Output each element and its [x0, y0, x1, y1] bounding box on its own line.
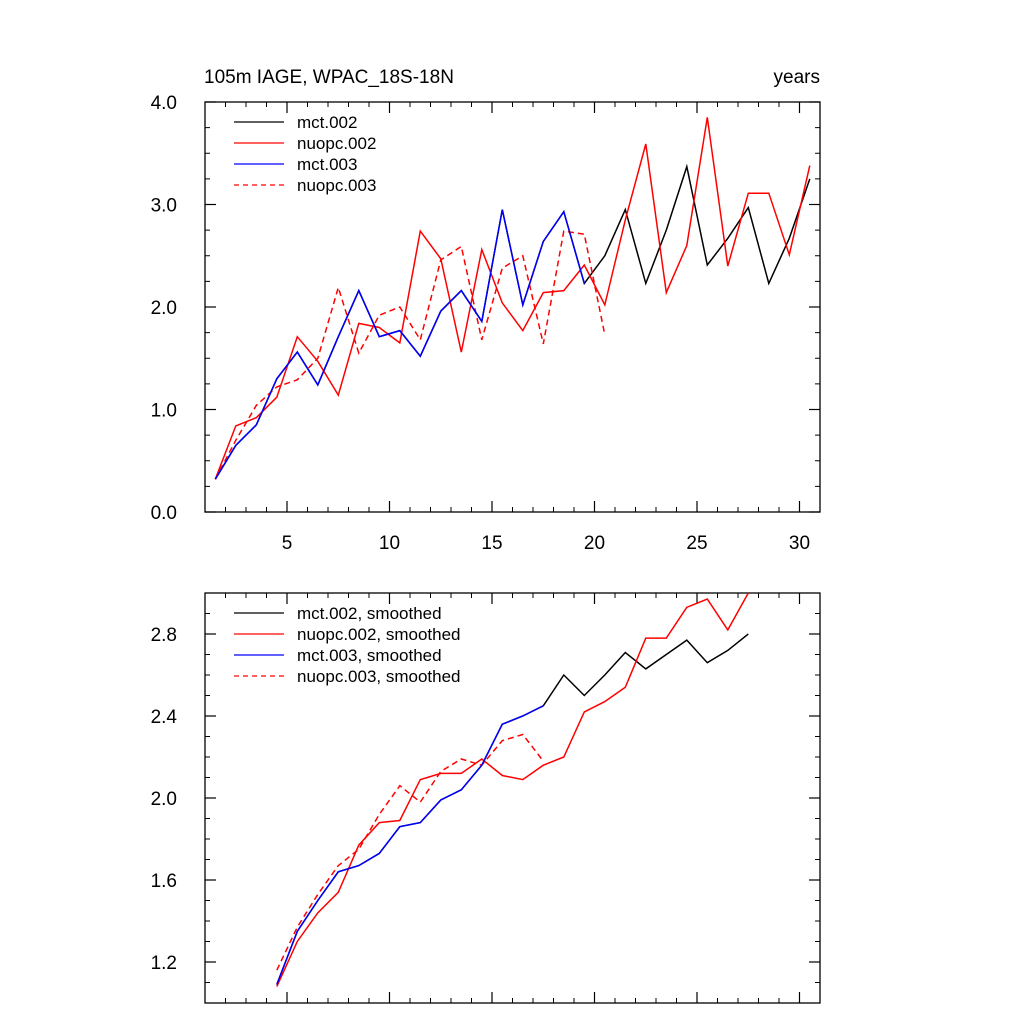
legend-label: nuopc.003 [297, 176, 376, 195]
x-tick-label: 10 [379, 533, 400, 554]
series-line-nuopc-002 [214, 117, 811, 480]
legend-entry-mct-003-smoothed: mct.003, smoothed [234, 646, 442, 665]
y-tick-label: 1.2 [151, 953, 177, 974]
legend-label: mct.003, smoothed [297, 646, 442, 665]
bottom-panel: 1.2 1.6 2.0 2.4 2.8 mct.002, smoothed nuopc.… [151, 592, 821, 1004]
top-panel: 105m IAGE, WPAC_18S-18N years 5 10 15 20 25 3… [151, 67, 821, 554]
y-tick-label: 2.0 [151, 789, 177, 810]
axis-ticks: 5 10 15 20 25 30 0.0 1.0 2.0 3.0 4.0 [151, 93, 821, 554]
legend-entry-nuopc-003: nuopc.003 [234, 176, 376, 195]
series-line-nuopc-003-smoothed [276, 733, 544, 971]
legend-entry-mct-002-smoothed: mct.002, smoothed [234, 604, 442, 623]
legend-entry-mct-003: mct.003 [234, 155, 357, 174]
legend-label: nuopc.003, smoothed [297, 667, 461, 686]
series-line-mct-002-smoothed [276, 633, 749, 985]
x-tick-label: 20 [584, 533, 605, 554]
legend-label: mct.002, smoothed [297, 604, 442, 623]
y-tick-label: 1.6 [151, 871, 177, 892]
legend-label: nuopc.002 [297, 134, 376, 153]
chart-units-label: years [774, 67, 820, 88]
y-tick-label: 2.0 [151, 298, 177, 319]
y-tick-label: 3.0 [151, 196, 177, 217]
legend-label: nuopc.002, smoothed [297, 625, 461, 644]
x-tick-label: 5 [282, 533, 293, 554]
legend-entry-mct-002: mct.002 [234, 113, 357, 132]
x-tick-label: 25 [686, 533, 707, 554]
series-line-nuopc-003 [214, 230, 606, 480]
legend-entry-nuopc-002-smoothed: nuopc.002, smoothed [234, 625, 461, 644]
y-tick-label: 0.0 [151, 503, 177, 524]
series-line-mct-003-smoothed [276, 705, 544, 985]
series-line-mct-003 [214, 209, 586, 480]
legend-label: mct.003 [297, 155, 357, 174]
legend-entry-nuopc-002: nuopc.002 [234, 134, 376, 153]
series-lines [214, 117, 811, 480]
legend-label: mct.002 [297, 113, 357, 132]
series-lines [276, 592, 749, 987]
y-tick-label: 2.4 [151, 707, 178, 728]
legend-entry-nuopc-003-smoothed: nuopc.003, smoothed [234, 667, 461, 686]
x-tick-label: 15 [481, 533, 502, 554]
y-tick-label: 4.0 [151, 93, 177, 114]
axis-ticks: 1.2 1.6 2.0 2.4 2.8 [151, 592, 821, 1004]
x-tick-label: 30 [789, 533, 810, 554]
legend: mct.002 nuopc.002 mct.003 nuopc.003 [234, 113, 376, 195]
chart-title: 105m IAGE, WPAC_18S-18N [204, 67, 454, 88]
y-tick-label: 2.8 [151, 625, 177, 646]
legend: mct.002, smoothed nuopc.002, smoothed mc… [234, 604, 461, 686]
y-tick-label: 1.0 [151, 401, 177, 422]
